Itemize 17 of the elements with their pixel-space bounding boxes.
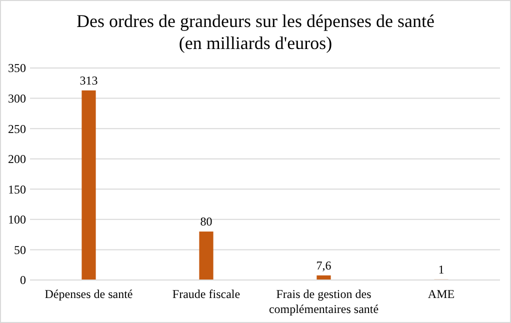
data-label: 313 — [80, 73, 98, 88]
x-tick-label: Frais de gestion des complémentaires santé — [268, 287, 379, 316]
y-tick-label: 0 — [20, 273, 26, 288]
y-tick-label: 50 — [14, 242, 26, 257]
y-tick-label: 300 — [8, 91, 26, 106]
data-label: 7,6 — [316, 258, 332, 272]
y-tick-label: 350 — [8, 61, 26, 76]
y-tick-label: 150 — [8, 182, 26, 196]
y-tick-label: 250 — [8, 122, 26, 136]
x-tick-label: Fraude fiscale — [172, 287, 240, 301]
x-tick-label: AME — [428, 287, 455, 301]
y-tick-label: 100 — [8, 212, 26, 227]
data-label: 1 — [438, 262, 444, 276]
y-tick-label: 200 — [8, 152, 26, 166]
chart-title: Des ordres de grandeurs sur les dépenses de santé (en milliards d'euros) — [76, 11, 434, 53]
data-label: 80 — [200, 214, 212, 229]
x-tick-label: Dépenses de santé — [44, 287, 133, 301]
